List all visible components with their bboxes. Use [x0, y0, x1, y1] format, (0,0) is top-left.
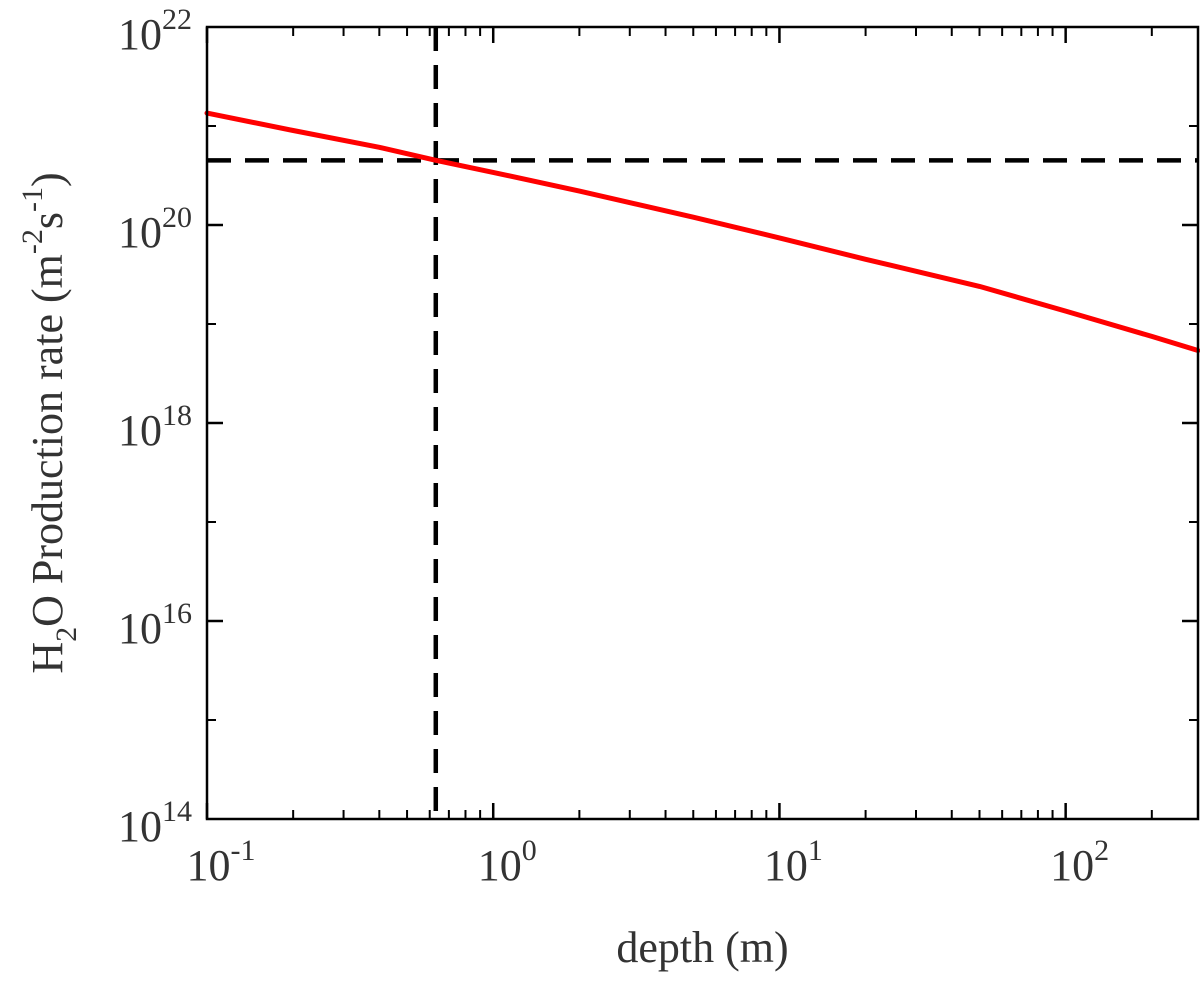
series-line-0: [204, 110, 1200, 353]
x-axis-label-group: depth (m): [616, 923, 788, 972]
y-tick-label: 1018: [118, 399, 192, 455]
x-tick-label: 100: [478, 834, 537, 890]
y-axis-label: H2O Production rate (m-2s-1): [16, 172, 83, 673]
x-tick-label: 102: [1050, 834, 1109, 890]
y-axis-ticks: 1014 1016 1018 1020 1022: [118, 3, 192, 851]
x-tick-label: 101: [764, 834, 823, 890]
y-axis-label-group: H2O Production rate (m-2s-1): [16, 172, 83, 673]
y-tick-label: 1014: [118, 795, 192, 851]
y-tick-label: 1016: [118, 597, 192, 653]
x-axis-label: depth (m): [616, 923, 788, 972]
plot-layer: [204, 27, 1200, 819]
plot-frame: [205, 25, 1200, 821]
x-axis-ticks: 10-1 100 101 102: [187, 834, 1110, 890]
y-tick-label: 1020: [118, 201, 192, 257]
y-tick-label: 1022: [118, 3, 192, 59]
x-tick-label: 10-1: [187, 834, 256, 890]
